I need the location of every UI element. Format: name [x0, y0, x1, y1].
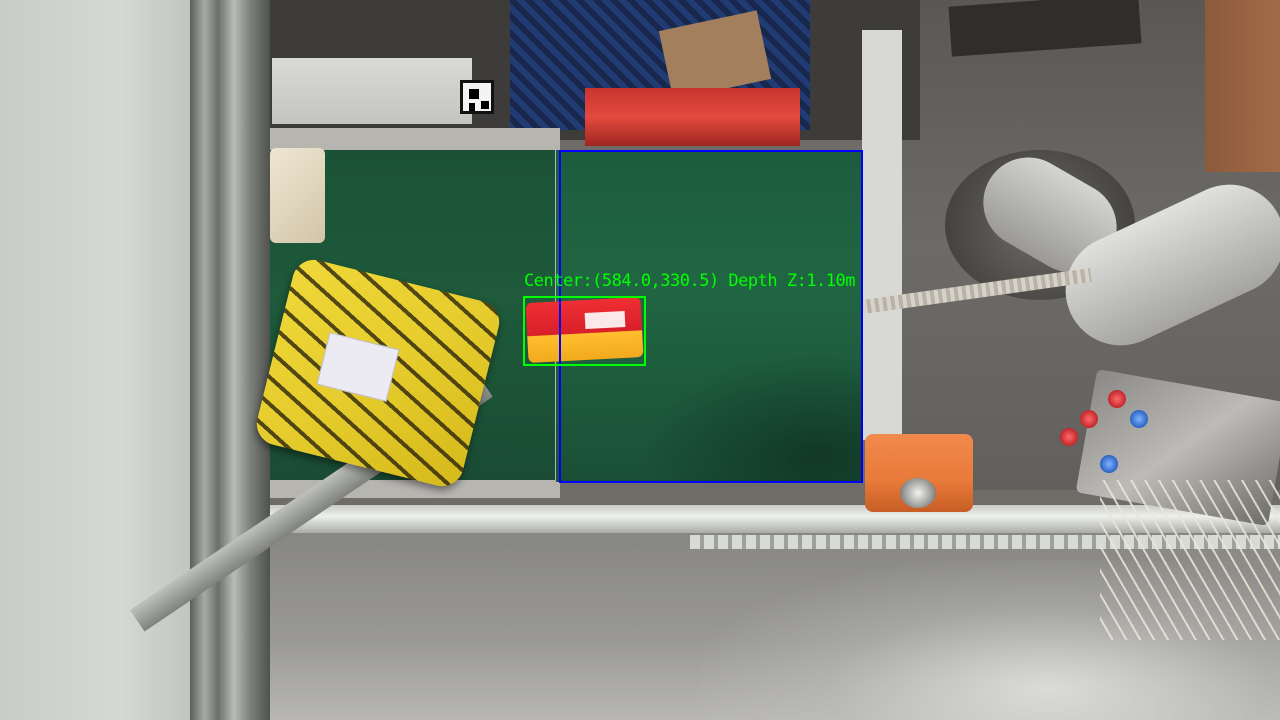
suction-cup-blue: [1100, 455, 1118, 473]
suction-cup-blue: [1130, 410, 1148, 428]
suction-cup-red: [1108, 390, 1126, 408]
side-panel: [862, 30, 902, 440]
parcel-wrapped: [270, 148, 325, 243]
suction-cup-red: [1060, 428, 1078, 446]
fiducial-marker: [460, 80, 494, 114]
wooden-box: [1205, 0, 1280, 172]
platform-shadow: [640, 350, 862, 482]
pneumatic-hoses: [1100, 480, 1280, 640]
white-panel: [272, 58, 472, 124]
motor-shaft: [900, 478, 936, 508]
frame-post: [190, 0, 270, 720]
detection-bounding-box: [523, 296, 646, 366]
detection-label: Center:(584.0,330.5) Depth Z:1.10m: [524, 271, 856, 291]
red-bin: [585, 88, 800, 146]
workspace-bounding-box: [559, 150, 863, 483]
suction-cup-red: [1080, 410, 1098, 428]
